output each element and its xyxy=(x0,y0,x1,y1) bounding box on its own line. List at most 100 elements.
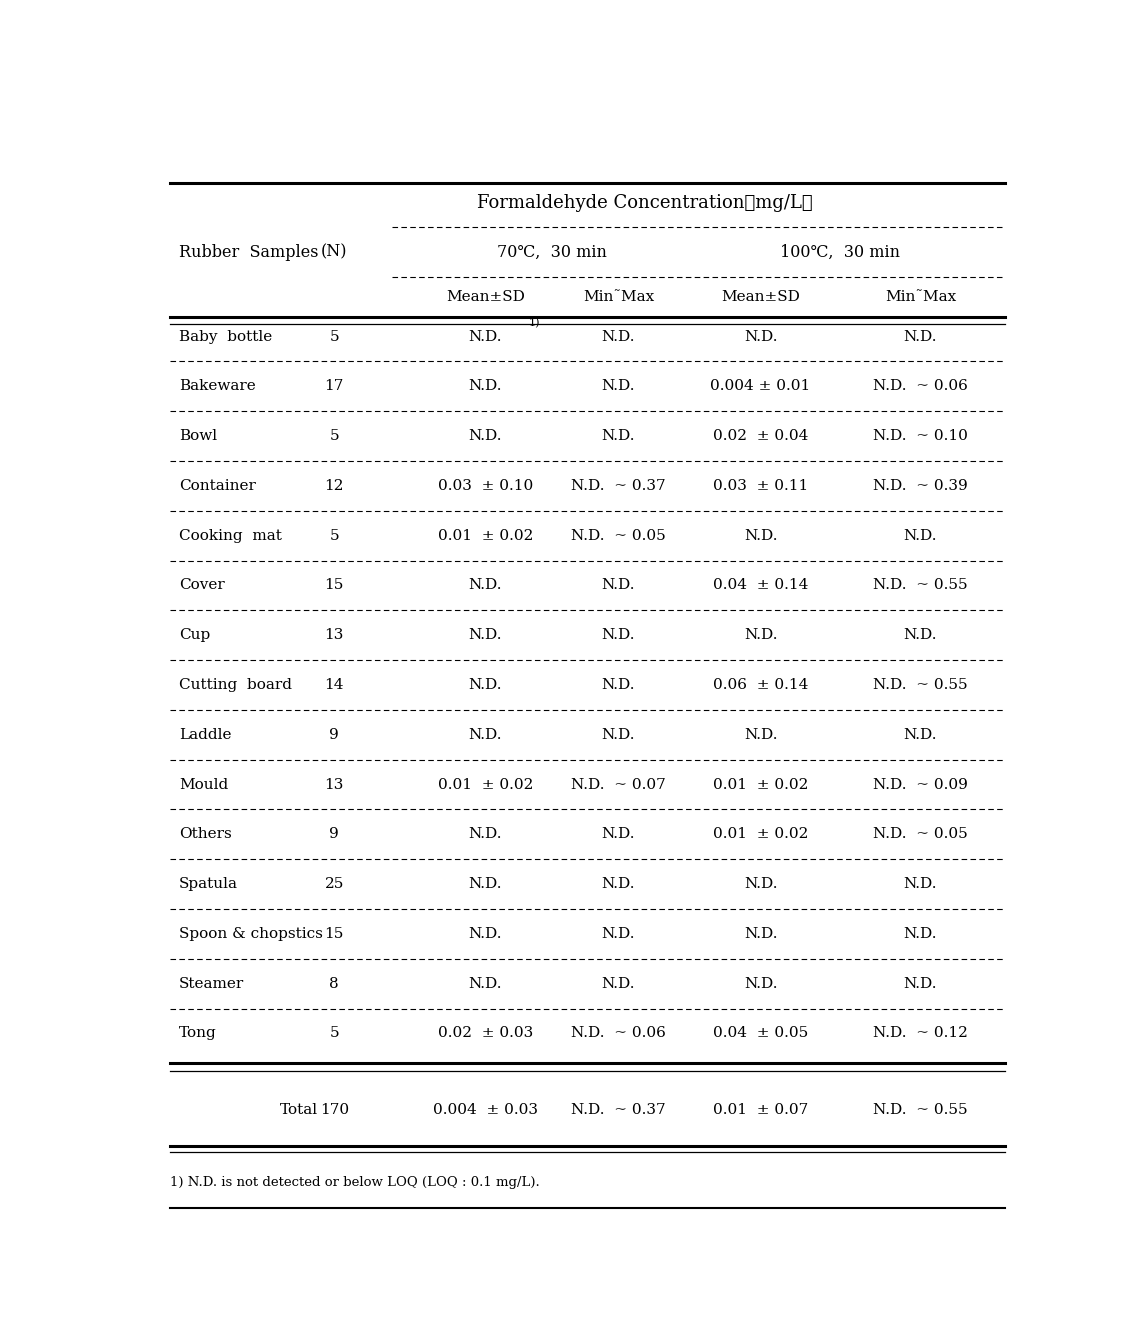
Text: N.D.: N.D. xyxy=(602,728,635,741)
Text: 0.04  ± 0.14: 0.04 ± 0.14 xyxy=(713,579,808,592)
Text: Bowl: Bowl xyxy=(179,429,217,443)
Text: Rubber  Samples: Rubber Samples xyxy=(179,244,319,261)
Text: 15: 15 xyxy=(324,579,344,592)
Text: N.D.: N.D. xyxy=(469,977,502,990)
Text: N.D.  ~ 0.06: N.D. ~ 0.06 xyxy=(571,1026,666,1041)
Text: Mean±SD: Mean±SD xyxy=(446,291,525,304)
Text: N.D.  ~ 0.37: N.D. ~ 0.37 xyxy=(571,479,666,493)
Text: N.D.: N.D. xyxy=(744,977,777,990)
Text: N.D.  ~ 0.09: N.D. ~ 0.09 xyxy=(873,777,968,792)
Text: Min˜Max: Min˜Max xyxy=(885,291,956,304)
Text: N.D.: N.D. xyxy=(904,877,937,890)
Text: Others: Others xyxy=(179,828,231,841)
Text: Cover: Cover xyxy=(179,579,225,592)
Text: N.D.: N.D. xyxy=(744,926,777,941)
Text: N.D.  ~ 0.55: N.D. ~ 0.55 xyxy=(873,1102,967,1117)
Text: Cooking  mat: Cooking mat xyxy=(179,529,282,543)
Text: Container: Container xyxy=(179,479,256,493)
Text: Total: Total xyxy=(280,1102,317,1117)
Text: 0.004  ± 0.03: 0.004 ± 0.03 xyxy=(433,1102,537,1117)
Text: N.D.: N.D. xyxy=(904,628,937,643)
Text: N.D.: N.D. xyxy=(469,579,502,592)
Text: N.D.  ~ 0.55: N.D. ~ 0.55 xyxy=(873,678,967,692)
Text: 12: 12 xyxy=(324,479,344,493)
Text: 13: 13 xyxy=(324,628,344,643)
Text: N.D.  ~ 0.37: N.D. ~ 0.37 xyxy=(571,1102,666,1117)
Text: 100℃,  30 min: 100℃, 30 min xyxy=(780,244,901,261)
Text: N.D.: N.D. xyxy=(602,977,635,990)
Text: 5: 5 xyxy=(329,1026,339,1041)
Text: N.D.: N.D. xyxy=(744,329,777,344)
Text: N.D.: N.D. xyxy=(602,877,635,890)
Text: N.D.: N.D. xyxy=(602,926,635,941)
Text: N.D.: N.D. xyxy=(469,728,502,741)
Text: Baby  bottle: Baby bottle xyxy=(179,329,272,344)
Text: 5: 5 xyxy=(329,529,339,543)
Text: 5: 5 xyxy=(329,329,339,344)
Text: Cutting  board: Cutting board xyxy=(179,678,292,692)
Text: 1) N.D. is not detected or below LOQ (LOQ : 0.1 mg/L).: 1) N.D. is not detected or below LOQ (LO… xyxy=(170,1176,540,1189)
Text: 0.01  ± 0.02: 0.01 ± 0.02 xyxy=(713,828,808,841)
Text: N.D.: N.D. xyxy=(904,329,937,344)
Text: Mould: Mould xyxy=(179,777,228,792)
Text: N.D.: N.D. xyxy=(904,728,937,741)
Text: Spatula: Spatula xyxy=(179,877,237,890)
Text: N.D.: N.D. xyxy=(904,529,937,543)
Text: 0.01  ± 0.07: 0.01 ± 0.07 xyxy=(713,1102,808,1117)
Text: N.D.  ~ 0.07: N.D. ~ 0.07 xyxy=(571,777,666,792)
Text: N.D.: N.D. xyxy=(602,579,635,592)
Text: 1): 1) xyxy=(528,319,540,328)
Text: 5: 5 xyxy=(329,429,339,443)
Text: 0.04  ± 0.05: 0.04 ± 0.05 xyxy=(713,1026,808,1041)
Text: 170: 170 xyxy=(320,1102,348,1117)
Text: N.D.: N.D. xyxy=(904,977,937,990)
Text: Steamer: Steamer xyxy=(179,977,244,990)
Text: N.D.: N.D. xyxy=(602,628,635,643)
Text: 8: 8 xyxy=(329,977,339,990)
Text: 17: 17 xyxy=(324,380,344,393)
Text: Spoon & chopstics: Spoon & chopstics xyxy=(179,926,323,941)
Text: 14: 14 xyxy=(324,678,344,692)
Text: Cup: Cup xyxy=(179,628,210,643)
Text: 0.06  ± 0.14: 0.06 ± 0.14 xyxy=(713,678,808,692)
Text: N.D.  ~ 0.55: N.D. ~ 0.55 xyxy=(873,579,967,592)
Text: 25: 25 xyxy=(324,877,344,890)
Text: N.D.: N.D. xyxy=(602,329,635,344)
Text: N.D.: N.D. xyxy=(744,877,777,890)
Text: 0.03  ± 0.10: 0.03 ± 0.10 xyxy=(438,479,533,493)
Text: N.D.  ~ 0.05: N.D. ~ 0.05 xyxy=(571,529,666,543)
Text: Min˜Max: Min˜Max xyxy=(583,291,654,304)
Text: N.D.  ~ 0.39: N.D. ~ 0.39 xyxy=(873,479,967,493)
Text: N.D.: N.D. xyxy=(744,529,777,543)
Text: N.D.  ~ 0.06: N.D. ~ 0.06 xyxy=(873,380,968,393)
Text: 0.004 ± 0.01: 0.004 ± 0.01 xyxy=(711,380,810,393)
Text: N.D.: N.D. xyxy=(469,828,502,841)
Text: Bakeware: Bakeware xyxy=(179,380,256,393)
Text: 13: 13 xyxy=(324,777,344,792)
Text: 0.03  ± 0.11: 0.03 ± 0.11 xyxy=(713,479,808,493)
Text: N.D.: N.D. xyxy=(469,429,502,443)
Text: 9: 9 xyxy=(329,828,339,841)
Text: N.D.: N.D. xyxy=(602,828,635,841)
Text: N.D.: N.D. xyxy=(602,429,635,443)
Text: 0.01  ± 0.02: 0.01 ± 0.02 xyxy=(438,777,533,792)
Text: Laddle: Laddle xyxy=(179,728,231,741)
Text: 15: 15 xyxy=(324,926,344,941)
Text: N.D.: N.D. xyxy=(602,678,635,692)
Text: N.D.: N.D. xyxy=(469,678,502,692)
Text: N.D.: N.D. xyxy=(744,628,777,643)
Text: N.D.: N.D. xyxy=(469,329,502,344)
Text: Tong: Tong xyxy=(179,1026,217,1041)
Text: N.D.: N.D. xyxy=(744,728,777,741)
Text: N.D.: N.D. xyxy=(469,628,502,643)
Text: N.D.: N.D. xyxy=(469,380,502,393)
Text: (N): (N) xyxy=(321,244,347,261)
Text: 0.01  ± 0.02: 0.01 ± 0.02 xyxy=(713,777,808,792)
Text: N.D.  ~ 0.12: N.D. ~ 0.12 xyxy=(873,1026,968,1041)
Text: 0.01  ± 0.02: 0.01 ± 0.02 xyxy=(438,529,533,543)
Text: Formaldehyde Concentration（mg/L）: Formaldehyde Concentration（mg/L） xyxy=(477,195,813,212)
Text: N.D.: N.D. xyxy=(602,380,635,393)
Text: 70℃,  30 min: 70℃, 30 min xyxy=(497,244,606,261)
Text: N.D.  ~ 0.05: N.D. ~ 0.05 xyxy=(873,828,967,841)
Text: 9: 9 xyxy=(329,728,339,741)
